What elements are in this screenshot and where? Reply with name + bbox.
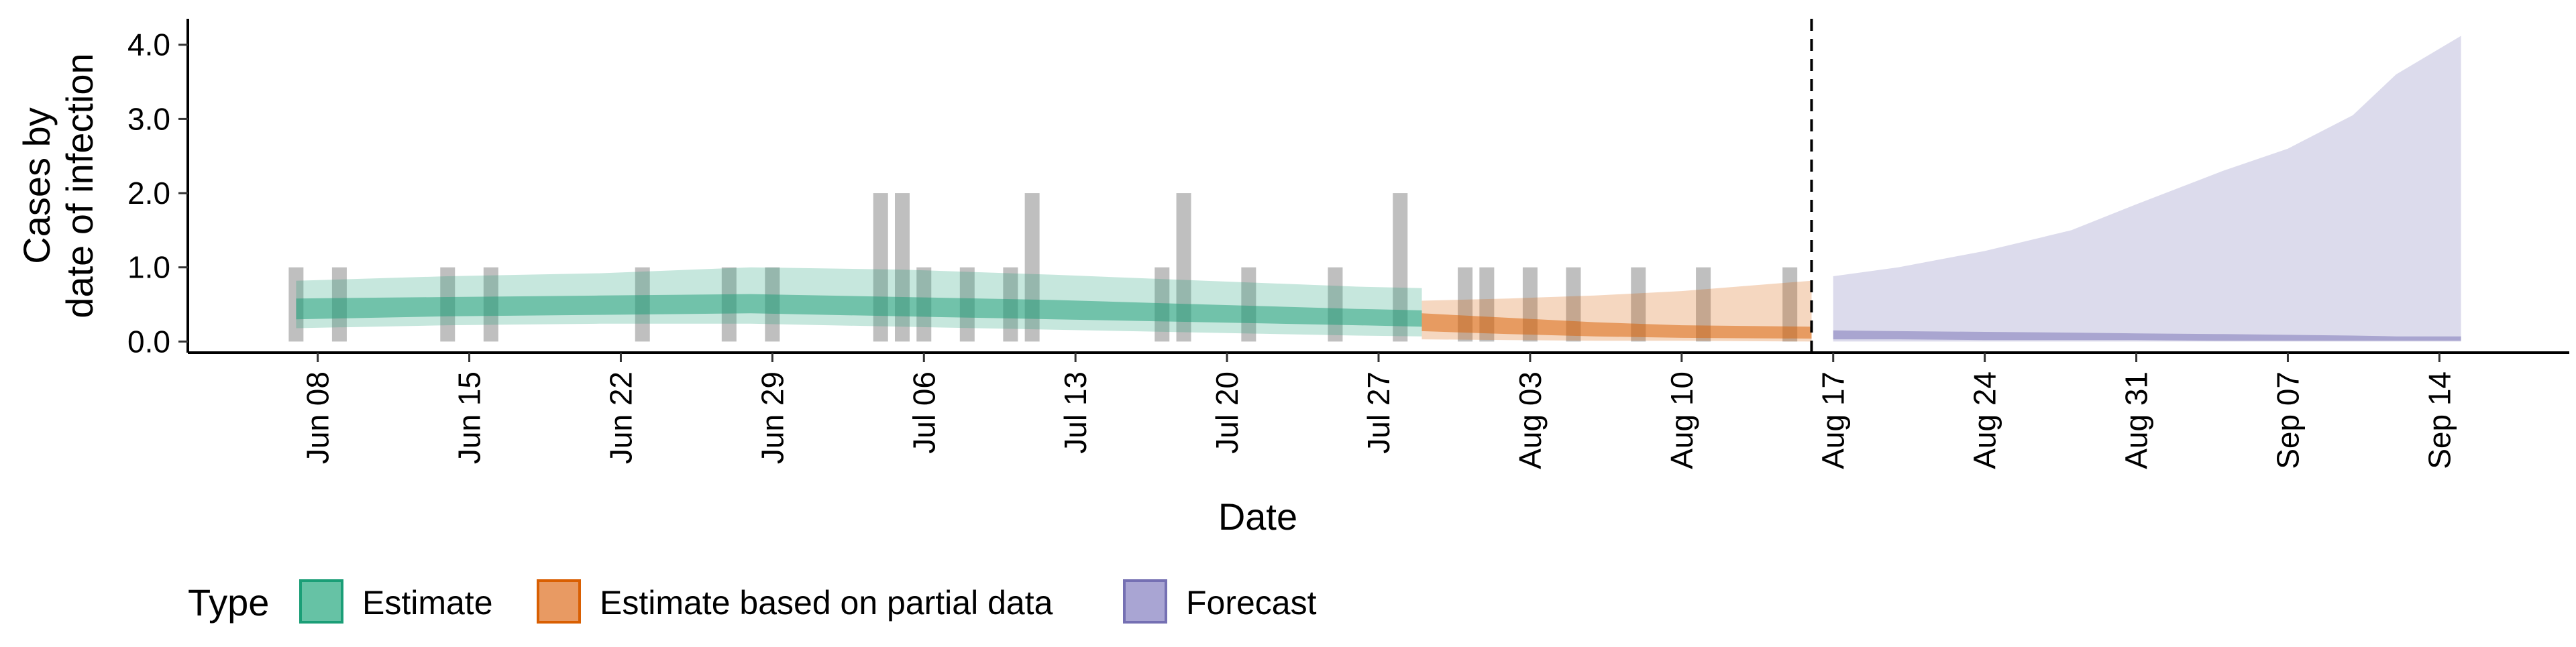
x-tick-label: Jul 27 (1361, 371, 1396, 454)
legend-items: Estimate Estimate based on partial data Fo… (299, 579, 1317, 624)
x-tick-label: Jun 08 (301, 371, 335, 464)
y-axis-ticks: 0.0 1.0 2.0 3.0 4.0 (127, 27, 188, 359)
reported-case-bar (288, 267, 304, 342)
band-outer-forecast (1833, 36, 2461, 342)
legend-label: Estimate (362, 584, 493, 622)
x-tick-label: Sep 14 (2422, 371, 2457, 469)
band-inner-estimate-based-on-partial-data (1421, 313, 1812, 339)
reported-case-bar (1631, 267, 1646, 342)
y-tick-label: 1.0 (127, 250, 170, 285)
legend-swatch (299, 579, 343, 624)
legend-title: Type (188, 581, 269, 624)
x-tick-label: Aug 24 (1968, 371, 2002, 469)
band-inner-estimate (296, 294, 1422, 327)
y-tick-label: 0.0 (127, 324, 170, 359)
reported-case-bar (1696, 267, 1711, 342)
legend-swatch (1123, 579, 1167, 624)
y-axis-title: Cases by date of infection (15, 53, 101, 318)
legend-swatch (537, 579, 581, 624)
reported-case-bar (1393, 193, 1408, 342)
y-tick-label: 3.0 (127, 101, 170, 136)
band-inner-forecast (1833, 330, 2461, 341)
x-tick-label: Aug 17 (1816, 371, 1851, 469)
x-axis-ticks: Jun 08 Jun 15 Jun 22 Jun 29 Jul 06 Jul 13 Jul … (301, 353, 2457, 469)
x-tick-label: Aug 10 (1664, 371, 1699, 469)
legend: Type Estimate Estimate based on partial d… (188, 579, 1317, 624)
x-tick-label: Jul 13 (1058, 371, 1093, 454)
y-axis-title-line-2: date of infection (58, 53, 101, 318)
x-tick-label: Jul 20 (1210, 371, 1244, 454)
x-tick-label: Aug 03 (1513, 371, 1548, 469)
x-tick-label: Jun 22 (603, 371, 638, 464)
y-tick-label: 4.0 (127, 27, 170, 62)
x-tick-label: Sep 07 (2270, 371, 2305, 469)
y-tick-label: 2.0 (127, 176, 170, 211)
reported-case-bar (1782, 267, 1798, 342)
legend-label: Forecast (1186, 584, 1317, 622)
legend-label: Estimate based on partial data (600, 584, 1053, 622)
x-tick-label: Jun 29 (755, 371, 790, 464)
x-tick-label: Aug 31 (2119, 371, 2154, 469)
credible-interval-bands (296, 36, 2461, 342)
y-axis-title-line-1: Cases by (15, 107, 58, 263)
x-axis-title: Date (1218, 495, 1297, 538)
x-tick-label: Jun 15 (452, 371, 487, 464)
x-tick-label: Jul 06 (906, 371, 941, 454)
